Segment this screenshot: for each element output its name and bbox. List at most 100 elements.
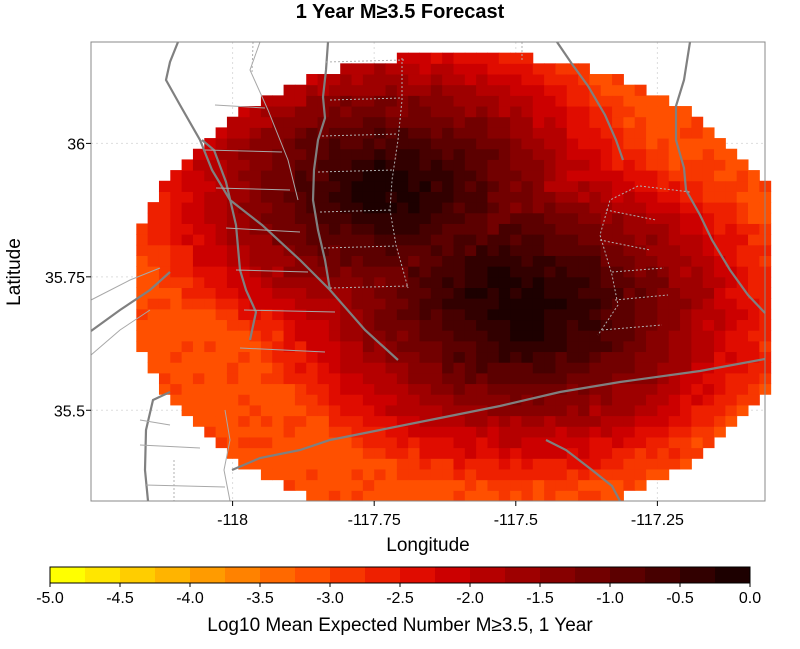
- heatmap-cell: [623, 426, 636, 438]
- heatmap-cell: [192, 287, 205, 299]
- heatmap-cell: [226, 148, 239, 160]
- heatmap-cell: [226, 116, 239, 128]
- heatmap-cell: [340, 287, 353, 299]
- heatmap-cell: [510, 287, 522, 299]
- heatmap-cell: [691, 308, 704, 321]
- heatmap-cell: [170, 276, 183, 289]
- heatmap-cell: [487, 116, 500, 128]
- heatmap-cell: [419, 84, 432, 96]
- heatmap-cell: [136, 298, 149, 310]
- heatmap-cell: [702, 415, 715, 427]
- heatmap-cell: [544, 372, 556, 385]
- heatmap-cell: [498, 148, 511, 160]
- heatmap-cell: [566, 458, 579, 470]
- heatmap-cell: [181, 308, 194, 321]
- heatmap-cell: [589, 479, 602, 491]
- fault-line: [90, 271, 171, 332]
- heatmap-cell: [578, 159, 590, 171]
- heatmap-cell: [317, 138, 330, 150]
- heatmap-cell: [238, 447, 251, 459]
- heatmap-cell: [351, 234, 364, 246]
- heatmap-cell: [589, 180, 602, 192]
- heatmap-cell: [158, 212, 171, 224]
- heatmap-cell: [487, 287, 500, 299]
- colorbar-tick-label: 0.0: [739, 590, 761, 607]
- heatmap-cell: [498, 212, 511, 224]
- heatmap-cell: [272, 276, 285, 289]
- heatmap-cell: [238, 415, 251, 427]
- heatmap-cell: [136, 266, 149, 278]
- heatmap-cell: [340, 106, 353, 118]
- heatmap-cell: [328, 362, 341, 374]
- heatmap-cell: [408, 191, 421, 203]
- heatmap-cell: [510, 138, 522, 150]
- heatmap-cell: [487, 255, 500, 267]
- colorbar-swatch: [120, 567, 156, 583]
- heatmap-cell: [385, 170, 398, 182]
- heatmap-cell: [453, 340, 466, 353]
- heatmap-cell: [680, 234, 692, 246]
- heatmap-cell: [385, 276, 398, 289]
- heatmap-cell: [351, 415, 364, 427]
- heatmap-cell: [555, 84, 568, 96]
- heatmap-cell: [668, 298, 681, 310]
- heatmap-cell: [612, 383, 624, 395]
- heatmap-cell: [521, 468, 534, 481]
- heatmap-cell: [260, 340, 273, 353]
- heatmap-cell: [430, 490, 443, 502]
- heatmap-cell: [544, 116, 556, 128]
- heatmap-cell: [612, 106, 624, 118]
- heatmap-cell: [351, 95, 364, 107]
- heatmap-cell: [510, 52, 522, 64]
- heatmap-cell: [204, 244, 217, 256]
- heatmap-cell: [328, 308, 341, 321]
- heatmap-cell: [578, 191, 590, 203]
- heatmap-cell: [612, 436, 624, 449]
- heatmap-cell: [453, 95, 466, 107]
- heatmap-cell: [396, 95, 409, 107]
- heatmap-cell: [317, 330, 330, 342]
- heatmap-cell: [362, 266, 375, 278]
- heatmap-cell: [464, 468, 477, 481]
- heatmap-cell: [453, 138, 466, 150]
- heatmap-cell: [181, 276, 194, 289]
- heatmap-cell: [374, 191, 387, 203]
- heatmap-cell: [453, 127, 466, 139]
- heatmap-cell: [600, 372, 613, 385]
- heatmap-cell: [510, 383, 522, 395]
- heatmap-cell: [158, 362, 171, 374]
- heatmap-cell: [464, 436, 477, 449]
- colorbar-tick-label: -0.5: [666, 590, 694, 607]
- heatmap-cell: [238, 202, 251, 214]
- heatmap-cell: [532, 234, 545, 246]
- heatmap-cell: [578, 287, 590, 299]
- heatmap-cell: [260, 436, 273, 449]
- heatmap-cell: [408, 212, 421, 224]
- heatmap-cell: [419, 170, 432, 182]
- heatmap-cell: [249, 202, 262, 214]
- heatmap-cell: [204, 287, 217, 299]
- heatmap-cell: [714, 287, 726, 299]
- heatmap-cell: [600, 191, 613, 203]
- heatmap-cell: [498, 394, 511, 406]
- heatmap-cell: [555, 340, 568, 353]
- heatmap-cell: [328, 84, 341, 96]
- heatmap-cell: [544, 95, 556, 107]
- heatmap-cell: [544, 159, 556, 171]
- heatmap-cell: [668, 276, 681, 289]
- heatmap-cell: [317, 127, 330, 139]
- heatmap-cell: [532, 298, 545, 310]
- heatmap-cell: [634, 138, 647, 150]
- heatmap-cell: [623, 394, 636, 406]
- heatmap-cell: [374, 74, 387, 86]
- heatmap-cell: [419, 426, 432, 438]
- heatmap-cell: [657, 159, 670, 171]
- heatmap-cell: [192, 372, 205, 385]
- heatmap-cell: [453, 52, 466, 64]
- heatmap-cell: [578, 447, 590, 459]
- heatmap-cell: [623, 202, 636, 214]
- boundary-line: [597, 185, 639, 336]
- heatmap-cell: [521, 458, 534, 470]
- y-axis-label: Latitude: [4, 238, 25, 306]
- heatmap-cell: [317, 319, 330, 331]
